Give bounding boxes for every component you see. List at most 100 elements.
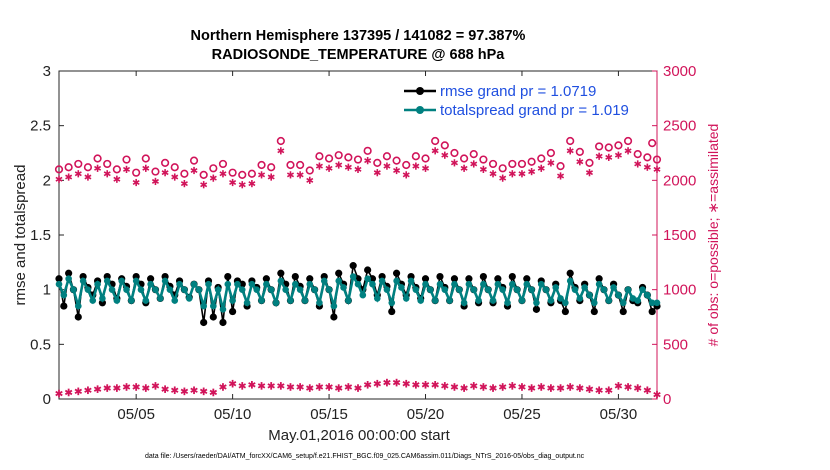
series-layer [54, 136, 662, 399]
assimilated-obs-point [209, 388, 218, 397]
possible-obs-point [305, 166, 314, 175]
assimilated-upper-star [84, 173, 92, 181]
totalspread-point [200, 302, 207, 310]
assimilated-upper-star [132, 178, 140, 187]
possible-obs-point [479, 155, 488, 164]
totalspread-point [455, 286, 463, 293]
totalspread-point [504, 299, 511, 307]
rmse-point [595, 275, 603, 283]
assimilated-obs-point [624, 383, 632, 391]
assimilated-obs-point [460, 384, 468, 392]
possible-obs-point [64, 163, 73, 172]
assimilated-obs-point [267, 382, 275, 390]
y-axis-right: 0 500 1000 1500 2000 2500 3000 [652, 63, 696, 408]
assimilated-upper-star [528, 167, 536, 176]
possible-obs-point [431, 136, 440, 146]
assimilated-upper-star [277, 147, 285, 155]
totalspread-point [460, 299, 468, 307]
totalspread-point [185, 295, 193, 302]
totalspread-point [205, 280, 212, 288]
rmse-point [65, 269, 73, 277]
totalspread-point [451, 280, 458, 288]
totalspread-point [354, 280, 362, 288]
rmse-point [209, 313, 217, 321]
rmse-point [590, 307, 598, 316]
assimilated-upper-star [229, 178, 237, 187]
rmse-point [566, 269, 574, 277]
totalspread-point [258, 297, 265, 304]
rmse-point [364, 266, 372, 274]
totalspread-point [60, 291, 68, 299]
assimilated-obs-point [180, 387, 189, 396]
possible-obs-point [648, 139, 657, 148]
possible-obs-point [498, 164, 507, 173]
assimilated-upper-star [122, 165, 131, 173]
totalspread-point [181, 286, 188, 293]
totalspread-point [378, 277, 386, 285]
y-left-tick-label: 1.5 [30, 227, 51, 244]
assimilated-upper-star [402, 171, 410, 179]
assimilated-upper-star [653, 165, 661, 173]
assimilated-obs-point [84, 386, 92, 395]
assimilated-obs-point [383, 378, 391, 387]
totalspread-point [634, 297, 642, 304]
totalspread-point [108, 286, 116, 293]
totalspread-point [156, 295, 164, 302]
totalspread-point [359, 291, 367, 299]
totalspread-point [210, 302, 217, 310]
totalspread-point [272, 299, 280, 307]
totalspread-point [369, 280, 376, 288]
possible-obs-point [546, 148, 556, 158]
totalspread-point [489, 297, 497, 304]
rmse-point [291, 272, 299, 281]
assimilated-upper-star [219, 170, 227, 178]
totalspread-point [537, 280, 545, 288]
y-axis-right-label: # of obs: o=possible; ∗=assimilated [705, 124, 721, 347]
assimilated-obs-point [450, 383, 459, 391]
assimilated-upper-star [171, 173, 179, 181]
assimilated-obs-point [286, 383, 295, 391]
assimilated-obs-point [248, 380, 256, 389]
totalspread-point [644, 291, 651, 299]
totalspread-point [513, 286, 521, 293]
possible-obs-point [103, 159, 112, 169]
assimilated-upper-star [238, 181, 246, 189]
assimilated-obs-point [132, 383, 140, 391]
assimilated-obs-point [479, 383, 488, 391]
assimilated-obs-point [344, 383, 353, 391]
series-totalspread [55, 273, 661, 313]
assimilated-obs-point [489, 384, 497, 392]
totalspread-point [475, 297, 482, 304]
rmse-point [494, 275, 502, 283]
totalspread-point [422, 280, 429, 288]
possible-obs-point [595, 142, 604, 151]
rmse-point [229, 307, 237, 316]
assimilated-upper-star [306, 176, 314, 184]
totalspread-point [253, 286, 261, 293]
assimilated-obs-point [277, 382, 285, 390]
totalspread-point [595, 280, 603, 288]
rmse-point [74, 313, 82, 321]
assimilated-obs-point [441, 382, 449, 390]
totalspread-point [282, 286, 289, 293]
totalspread-point [407, 277, 415, 285]
totalspread-point [219, 306, 227, 313]
assimilated-upper-star [258, 171, 266, 179]
totalspread-point [65, 275, 72, 283]
legend: rmse grand pr = 1.0719 totalspread grand… [404, 83, 629, 119]
assimilated-upper-star [113, 175, 121, 183]
totalspread-point [648, 299, 656, 307]
totalspread-point [161, 277, 169, 285]
y-right-tick-label: 1000 [663, 282, 696, 299]
y-left-tick-label: 1 [43, 282, 51, 299]
obs-series-assimilated [55, 378, 661, 399]
assimilated-upper-star [489, 170, 497, 178]
totalspread-point [55, 280, 63, 288]
assimilated-upper-star [585, 169, 594, 177]
totalspread-point [547, 297, 555, 304]
assimilated-upper-star [94, 164, 102, 172]
possible-obs-point [93, 154, 102, 163]
assimilated-obs-point [199, 387, 208, 396]
assimilated-obs-point [334, 384, 343, 392]
totalspread-point [128, 297, 135, 304]
